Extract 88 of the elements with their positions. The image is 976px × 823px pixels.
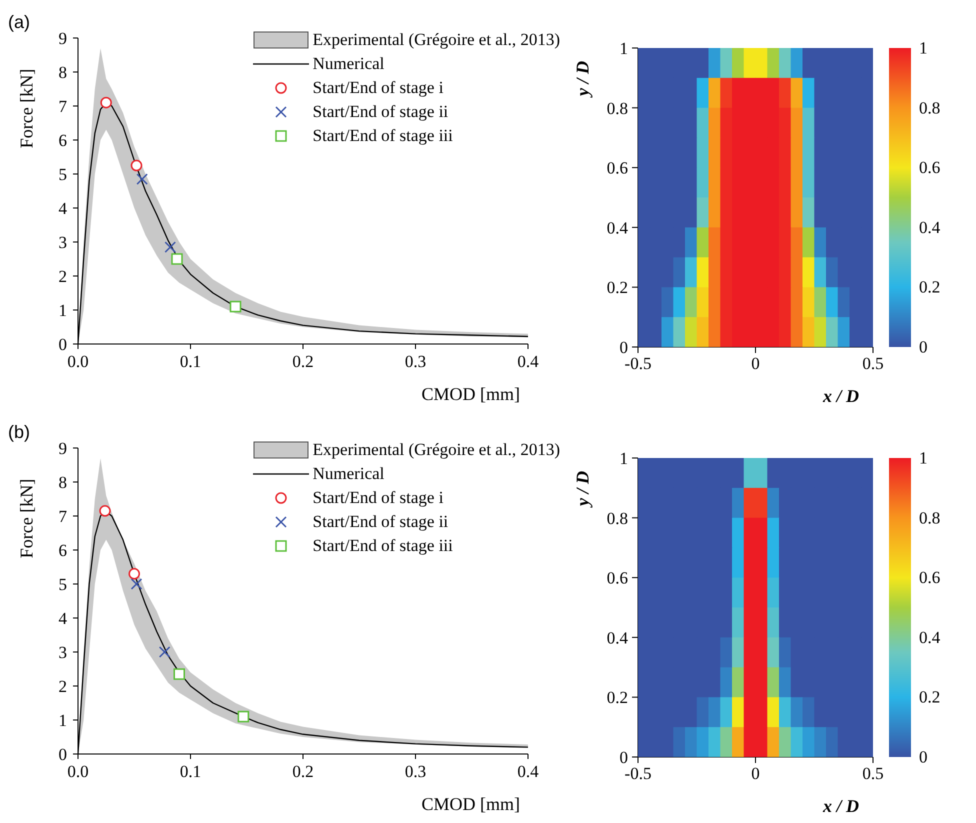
color-bar-label: 0.2 bbox=[919, 688, 940, 707]
x-tick-label: 0.3 bbox=[404, 762, 426, 782]
legend-label: Experimental (Grégoire et al., 2013) bbox=[312, 440, 560, 460]
y-axis-title: Force [kN] bbox=[16, 68, 38, 150]
point bbox=[158, 646, 170, 658]
color-bar-label: 0.8 bbox=[919, 508, 940, 528]
y-tick-label: 1 bbox=[620, 39, 628, 58]
x-tick-label: 0.4 bbox=[517, 352, 540, 372]
y-tick-label: 0.4 bbox=[606, 628, 628, 648]
color-bar-label: 0.4 bbox=[919, 628, 941, 647]
legend-label: Start/End of stage i bbox=[312, 488, 444, 508]
legend-label: Start/End of stage iii bbox=[312, 126, 453, 146]
x-tick-label: 0.5 bbox=[862, 764, 884, 784]
x-tick-label: 0 bbox=[751, 354, 760, 374]
color-bar-label: 0.6 bbox=[919, 158, 940, 178]
x-axis-title: x / D bbox=[823, 796, 859, 817]
point bbox=[174, 668, 185, 680]
legend-label: Experimental (Grégoire et al., 2013) bbox=[312, 30, 560, 50]
y-tick-label: 9 bbox=[58, 29, 67, 48]
y-tick-label: 3 bbox=[58, 233, 67, 252]
x-tick-label: 0.5 bbox=[862, 354, 884, 374]
y-tick-label: 8 bbox=[58, 473, 67, 492]
y-axis-title: y / D bbox=[572, 470, 594, 510]
y-tick-label: 2 bbox=[58, 677, 67, 696]
x-tick-label: 0.2 bbox=[292, 762, 314, 782]
x-tick-label: 0.3 bbox=[404, 352, 426, 372]
y-tick-label: 3 bbox=[58, 643, 67, 662]
x-tick-label: 0.1 bbox=[180, 352, 202, 372]
color-bar-label: 1 bbox=[919, 448, 928, 468]
y-tick-label: 5 bbox=[58, 575, 67, 594]
point bbox=[171, 253, 183, 265]
y-tick-label: 7 bbox=[58, 97, 68, 116]
color-bar-label: 0.2 bbox=[919, 278, 940, 297]
y-tick-label: 9 bbox=[58, 439, 67, 458]
point bbox=[130, 160, 142, 172]
y-tick-label: 4 bbox=[58, 199, 68, 218]
color-bar-label: 0.6 bbox=[919, 568, 940, 588]
chart-title: (b) bbox=[8, 422, 30, 443]
y-tick-label: 6 bbox=[58, 131, 67, 150]
x-tick-label: 0 bbox=[751, 764, 760, 784]
legend-label: Start/End of stage i bbox=[312, 78, 444, 98]
color-bar-label: 1 bbox=[919, 38, 928, 58]
y-tick-label: 0.4 bbox=[606, 218, 628, 238]
x-tick-label: 0.0 bbox=[67, 762, 89, 782]
y-tick-label: 1 bbox=[58, 301, 67, 320]
x-axis-title: CMOD [mm] bbox=[422, 384, 520, 405]
y-tick-label: 6 bbox=[58, 541, 67, 560]
y-tick-label: 1 bbox=[620, 449, 628, 468]
point bbox=[164, 241, 176, 253]
point bbox=[230, 300, 242, 312]
x-tick-label: 0.4 bbox=[517, 762, 540, 782]
point bbox=[99, 505, 111, 517]
point bbox=[136, 173, 148, 185]
legend-label: Start/End of stage iii bbox=[312, 536, 453, 556]
x-tick-label: 0.2 bbox=[292, 352, 314, 372]
y-tick-label: 0 bbox=[58, 335, 67, 354]
y-tick-label: 0 bbox=[58, 745, 67, 764]
point bbox=[128, 568, 140, 580]
x-axis-title: CMOD [mm] bbox=[422, 794, 520, 815]
point bbox=[238, 710, 250, 722]
y-tick-label: 1 bbox=[58, 711, 67, 730]
x-tick-label: 0.1 bbox=[180, 762, 202, 782]
y-tick-label: 0.2 bbox=[606, 688, 628, 708]
color-bar-label: 0 bbox=[919, 748, 928, 766]
color-bar-label: 0.4 bbox=[919, 218, 941, 237]
y-tick-label: 7 bbox=[58, 507, 68, 526]
y-tick-label: 0.6 bbox=[606, 158, 628, 178]
color-bar-label: 0.8 bbox=[919, 98, 940, 118]
x-tick-label: 0.0 bbox=[67, 352, 89, 372]
y-tick-label: 4 bbox=[58, 609, 68, 628]
y-axis-title: y / D bbox=[572, 60, 594, 100]
legend-label: Start/End of stage ii bbox=[312, 512, 448, 532]
y-tick-label: 0.6 bbox=[606, 568, 628, 588]
legend-label: Numerical bbox=[312, 464, 384, 484]
y-tick-label: 0.8 bbox=[606, 98, 628, 118]
chart-title: (a) bbox=[8, 12, 30, 33]
legend-label: Start/End of stage ii bbox=[312, 102, 448, 122]
y-tick-label: 0.8 bbox=[606, 508, 628, 528]
point bbox=[130, 578, 142, 590]
y-axis-title: Force [kN] bbox=[16, 478, 38, 560]
color-bar-label: 0 bbox=[919, 338, 928, 356]
point bbox=[100, 96, 112, 108]
x-axis-title: x / D bbox=[823, 386, 859, 407]
y-tick-label: 2 bbox=[58, 267, 67, 286]
y-tick-label: 0.2 bbox=[606, 278, 628, 298]
y-tick-label: 8 bbox=[58, 63, 67, 82]
legend-label: Numerical bbox=[312, 54, 384, 74]
y-tick-label: 5 bbox=[58, 165, 67, 184]
